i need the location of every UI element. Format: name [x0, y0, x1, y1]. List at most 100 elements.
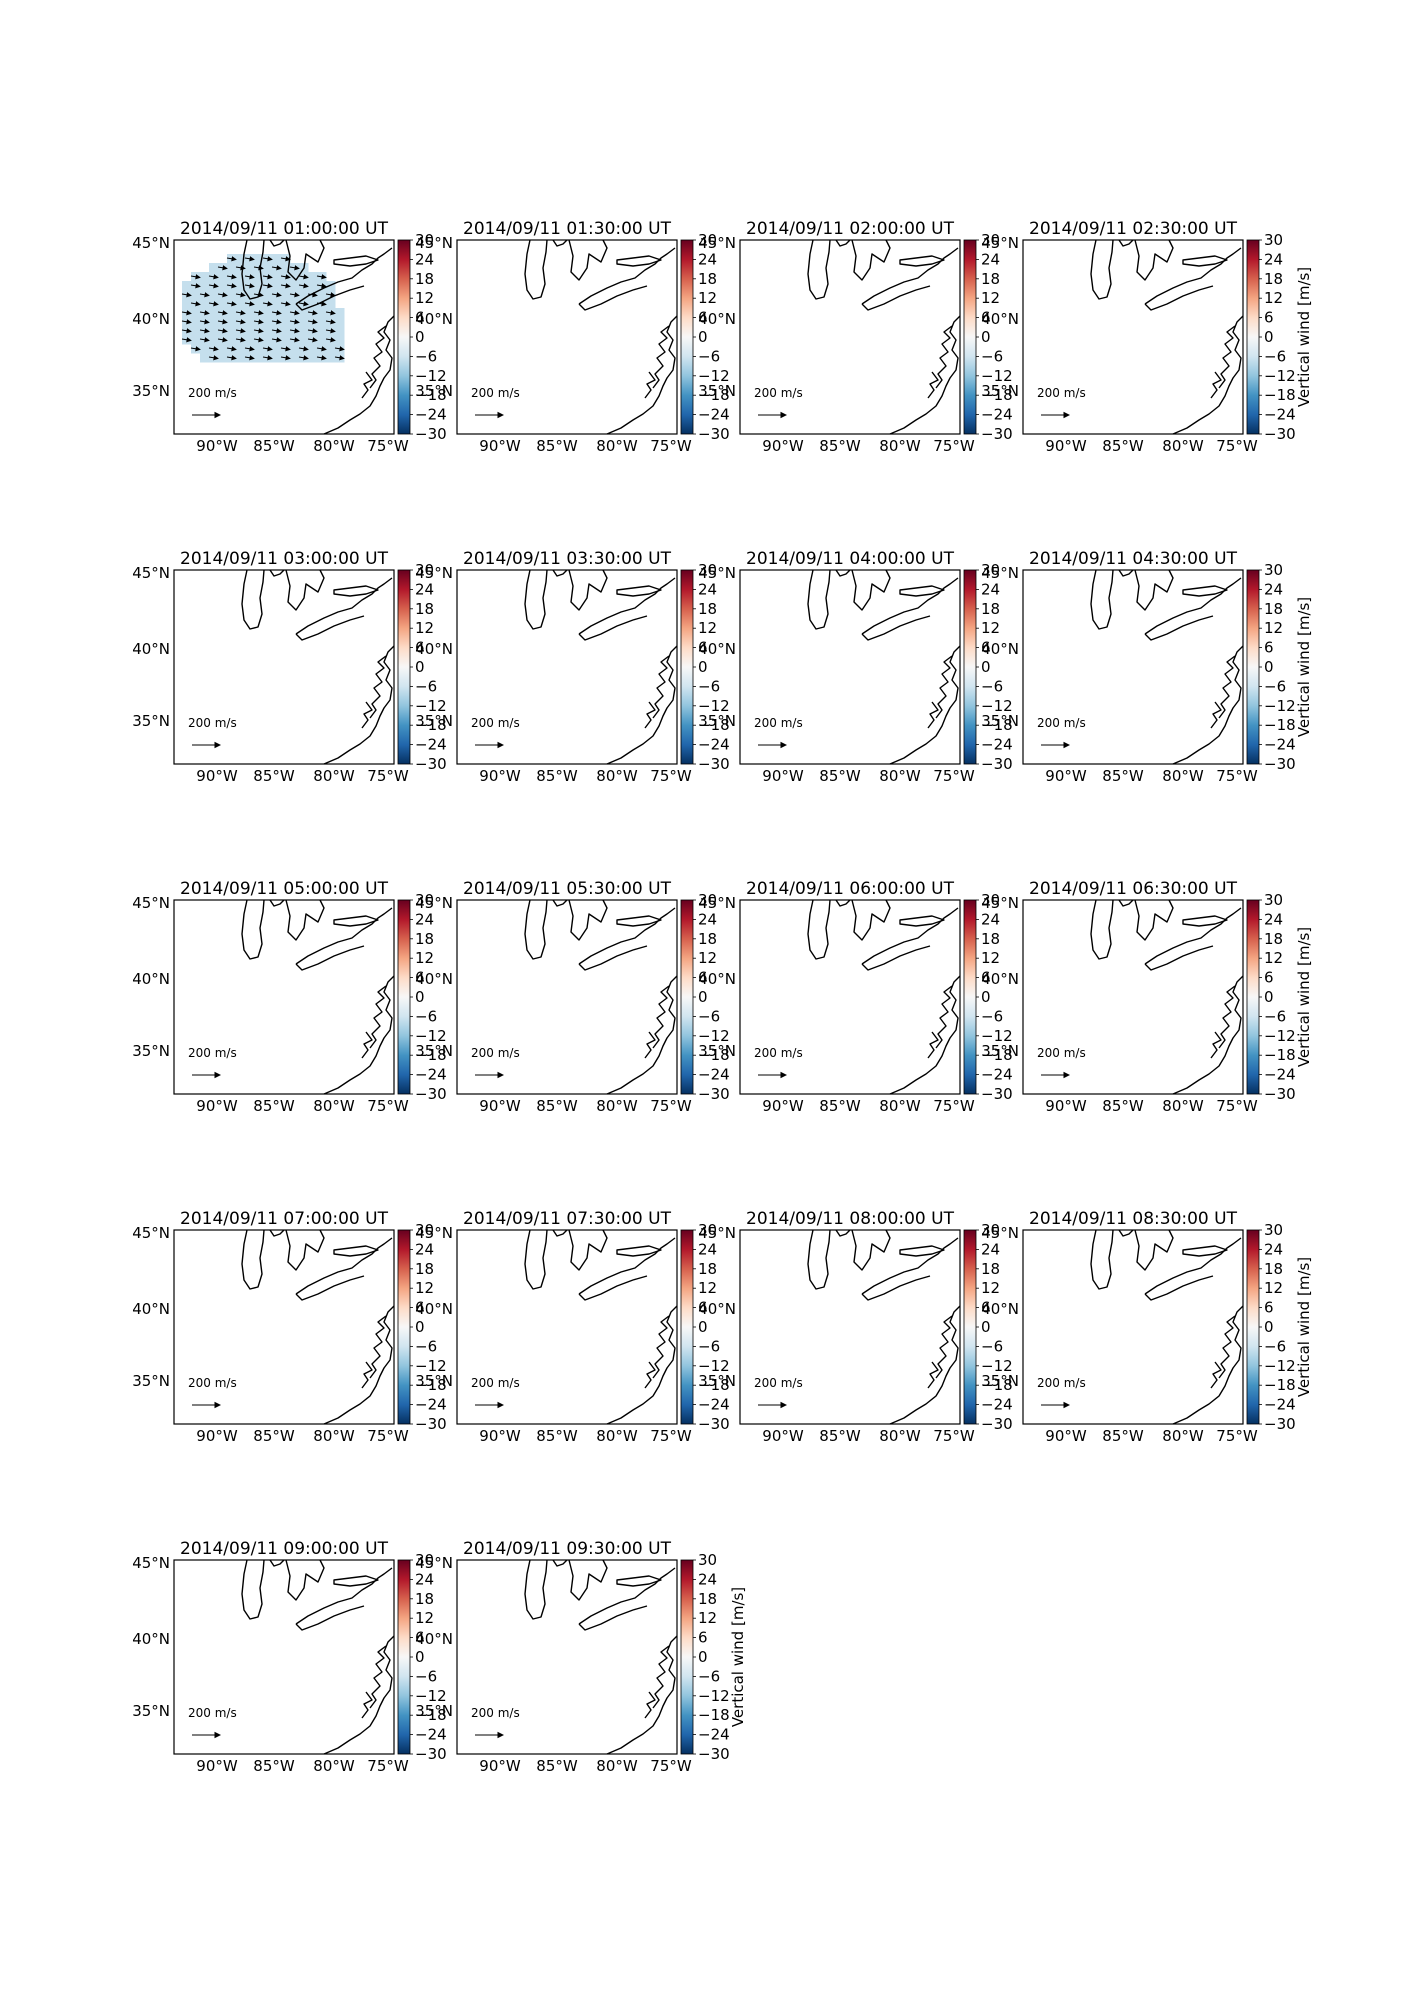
- panel-title: 2014/09/11 09:30:00 UT: [463, 1539, 672, 1559]
- colorbar-tick-label: 30: [415, 1551, 434, 1569]
- lat-tick-label: 40°N: [132, 970, 170, 988]
- colorbar-tick-label: 24: [698, 1570, 717, 1588]
- coastline-segment: [935, 985, 953, 1049]
- coastline-segment: [524, 239, 548, 300]
- wind-vector: [280, 256, 291, 262]
- coastline-segment: [323, 645, 395, 765]
- coastline-segment: [1118, 899, 1134, 907]
- field-cell: [272, 353, 282, 363]
- quiver-key-label: 200 m/s: [471, 386, 520, 400]
- map-panel: 2014/09/11 03:00:00 UT 45°N 40°N 35°N 90°W 85…: [132, 549, 446, 785]
- colorbar-tick-label: −6: [981, 1007, 1003, 1025]
- colorbar-tick-label: −30: [415, 1415, 447, 1433]
- field-cell: [218, 299, 228, 309]
- colorbar-gradient: [680, 899, 694, 1095]
- field-cell: [254, 299, 264, 309]
- wind-vector: [226, 355, 237, 361]
- coastline-segment: [323, 1305, 395, 1425]
- wind-vector: [226, 256, 237, 262]
- map-panel: 2014/09/11 03:30:00 UT 45°N 40°N 35°N 90°W 85…: [415, 549, 729, 785]
- lon-tick-label: 85°W: [819, 1427, 861, 1445]
- wind-vector: [289, 292, 300, 298]
- colorbar-tick-label: −18: [1264, 1046, 1296, 1064]
- coastline-segment: [606, 975, 678, 1095]
- wind-vector: [262, 301, 273, 307]
- coastline-segment: [295, 247, 393, 305]
- colorbar-tick-label: 0: [1264, 1318, 1274, 1336]
- colorbar-tick-label: −12: [698, 697, 730, 715]
- coastline-segment: [927, 1361, 939, 1389]
- colorbar-tick-label: −30: [698, 425, 730, 443]
- lat-tick-label: 40°N: [981, 970, 1019, 988]
- field-cell: [272, 272, 282, 282]
- wind-vectors: [181, 256, 345, 361]
- lon-tick-label: 85°W: [536, 1097, 578, 1115]
- colorbar-tick-label: 24: [415, 1570, 434, 1588]
- colorbar-tick-label: 24: [698, 250, 717, 268]
- wind-vector: [226, 301, 237, 307]
- colorbar-tick-label: −12: [698, 1357, 730, 1375]
- colorbar-tick-label: −6: [698, 347, 720, 365]
- colorbar-tick-label: −6: [698, 1667, 720, 1685]
- wind-vector: [262, 256, 273, 262]
- coastline-segment: [606, 645, 678, 765]
- field-cell: [263, 263, 273, 273]
- wind-vector: [181, 310, 192, 316]
- quiver-key-label: 200 m/s: [1037, 716, 1086, 730]
- colorbar-tick-label: −12: [415, 1027, 447, 1045]
- colorbar-tick-label: −18: [981, 386, 1013, 404]
- colorbar-tick-label: −30: [415, 425, 447, 443]
- coastline-segment: [835, 899, 851, 907]
- field-cell: [227, 263, 237, 273]
- lat-tick-label: 35°N: [132, 1372, 170, 1390]
- colorbar-tick-label: −18: [698, 386, 730, 404]
- field-cell: [209, 317, 219, 327]
- lat-tick-label: 35°N: [981, 1372, 1019, 1390]
- colorbar-tick-label: 6: [698, 309, 708, 327]
- coastline-segment: [851, 569, 891, 611]
- wind-vector: [208, 355, 219, 361]
- coastline-segment: [861, 1237, 959, 1295]
- colorbar-gradient: [397, 899, 411, 1095]
- colorbar-tick-label: 12: [1264, 289, 1283, 307]
- wind-vector: [208, 301, 219, 307]
- colorbar-tick-label: −18: [415, 1376, 447, 1394]
- coastline-segment: [295, 1237, 393, 1295]
- coastline-segment: [578, 1567, 676, 1625]
- colorbar-tick-label: 30: [1264, 1221, 1283, 1239]
- coastline-segment: [1182, 585, 1228, 597]
- coastline: [807, 569, 961, 765]
- coastline-segment: [333, 1575, 379, 1587]
- coastline: [524, 1559, 678, 1755]
- colorbar-tick-label: −24: [981, 736, 1013, 754]
- lon-tick-label: 85°W: [819, 1097, 861, 1115]
- coastline-segment: [927, 371, 939, 399]
- lon-tick-label: 75°W: [933, 767, 975, 785]
- field-cell: [236, 344, 246, 354]
- coastline-segment: [1134, 569, 1174, 611]
- colorbar-tick-label: 30: [981, 231, 1000, 249]
- coastline-segment: [1144, 615, 1214, 641]
- colorbar-tick-label: 6: [698, 639, 708, 657]
- wind-vector: [289, 337, 300, 343]
- wind-vector: [289, 328, 300, 334]
- field-cell: [191, 308, 201, 318]
- lat-tick-label: 40°N: [132, 640, 170, 658]
- lat-tick-label: 40°N: [415, 640, 453, 658]
- coastline-segment: [851, 1229, 891, 1271]
- field-cell: [263, 335, 273, 345]
- coastline-segment: [1172, 1305, 1244, 1425]
- colorbar-label: Vertical wind [m/s]: [729, 1587, 747, 1727]
- wind-vector: [199, 319, 210, 325]
- map-frame: [173, 1559, 395, 1755]
- coastline-segment: [935, 1315, 953, 1379]
- colorbar-tick-label: −30: [415, 755, 447, 773]
- lat-tick-label: 45°N: [981, 234, 1019, 252]
- colorbar-tick-label: 12: [981, 949, 1000, 967]
- coastline-segment: [285, 1559, 325, 1601]
- wind-vector: [325, 328, 336, 334]
- coastline-segment: [1144, 247, 1242, 305]
- coastline-segment: [361, 1031, 373, 1059]
